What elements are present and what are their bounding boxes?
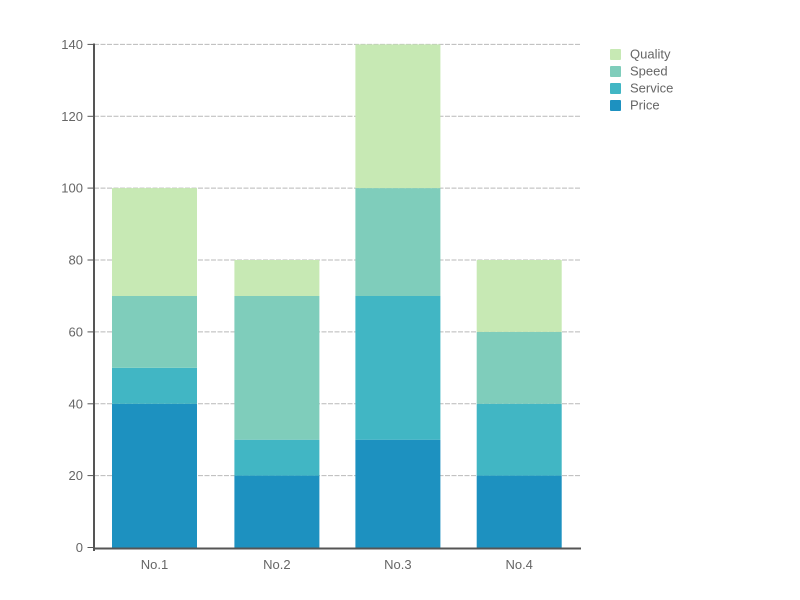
svg-text:Speed: Speed (630, 64, 668, 79)
svg-text:120: 120 (61, 109, 83, 124)
svg-text:Quality: Quality (630, 47, 671, 62)
svg-text:40: 40 (69, 396, 83, 411)
svg-text:100: 100 (61, 181, 83, 196)
svg-text:No.3: No.3 (384, 557, 411, 572)
svg-text:60: 60 (69, 325, 83, 340)
svg-text:No.1: No.1 (141, 557, 168, 572)
svg-text:Price: Price (630, 98, 660, 113)
svg-text:80: 80 (69, 253, 83, 268)
svg-text:0: 0 (76, 540, 83, 555)
svg-text:Service: Service (630, 81, 673, 96)
svg-text:No.4: No.4 (505, 557, 532, 572)
svg-text:No.2: No.2 (263, 557, 290, 572)
svg-text:140: 140 (61, 37, 83, 52)
svg-text:20: 20 (69, 468, 83, 483)
